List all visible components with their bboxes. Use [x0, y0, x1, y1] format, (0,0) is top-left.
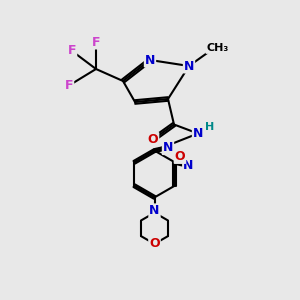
Text: O: O — [148, 133, 158, 146]
Text: O: O — [149, 237, 160, 250]
Text: N: N — [184, 59, 194, 73]
Text: N: N — [183, 159, 194, 172]
Text: H: H — [206, 122, 214, 133]
Text: N: N — [193, 127, 203, 140]
Text: F: F — [65, 79, 73, 92]
Text: O: O — [175, 150, 185, 163]
Text: F: F — [68, 44, 76, 58]
Text: N: N — [163, 141, 173, 154]
Text: N: N — [149, 204, 160, 218]
Text: N: N — [145, 53, 155, 67]
Text: CH₃: CH₃ — [206, 43, 229, 53]
Text: F: F — [92, 35, 100, 49]
